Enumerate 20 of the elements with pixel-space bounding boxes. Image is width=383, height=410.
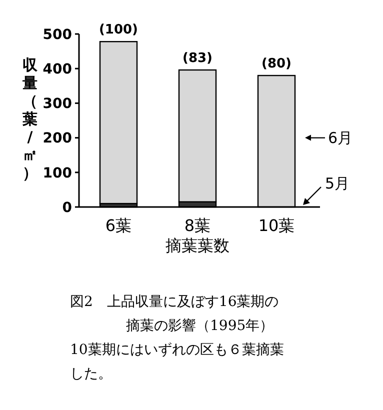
y-tick-label: 0	[62, 200, 72, 216]
y-tick-label: 400	[42, 62, 72, 78]
y-tick-label: 500	[42, 26, 72, 43]
annotation: (83)	[182, 50, 212, 66]
x-tick-label: 8葉	[184, 216, 211, 235]
y-axis-title: 収量（葉/㎡）	[22, 56, 38, 182]
bar	[178, 69, 217, 202]
text: 図2 上品収量に及ぼす16葉期の摘葉の影響（1995年）	[70, 294, 279, 334]
annotation: (80)	[262, 56, 292, 72]
y-tick-label: 300	[42, 96, 72, 112]
bar	[99, 41, 138, 204]
x-tick-label: 6葉	[105, 216, 132, 235]
text: 5月	[325, 174, 350, 192]
y-tick-label: 100	[42, 165, 72, 182]
text: 10葉期にはいずれの区も６葉摘葉した。	[70, 342, 284, 382]
y-tick-label: 200	[42, 130, 72, 147]
annotation: (100)	[98, 22, 138, 38]
legend-label: 6月	[328, 129, 353, 148]
x-tick-label: 10葉	[258, 216, 295, 235]
x-axis-title: 摘葉葉数	[166, 236, 230, 255]
